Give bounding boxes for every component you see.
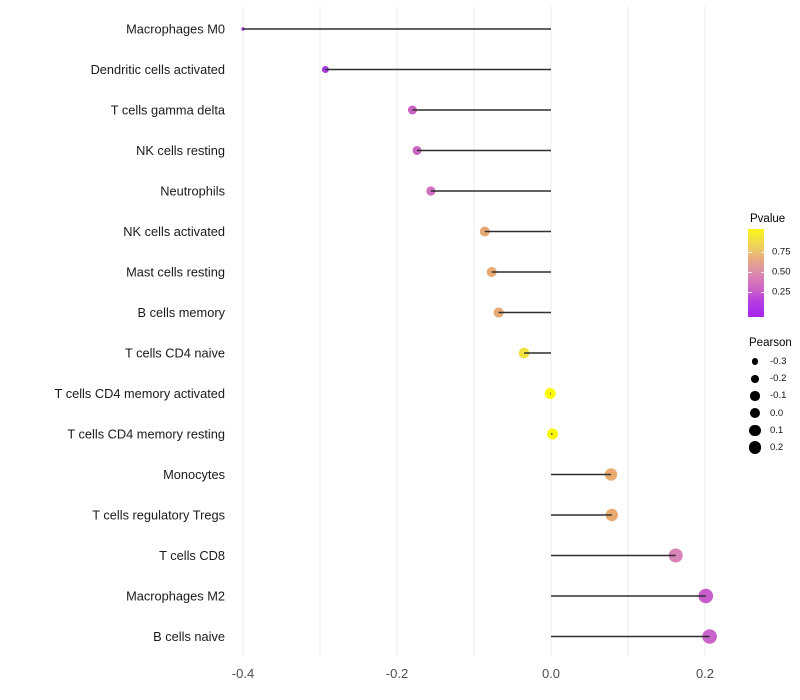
pvalue-colorbar-tick <box>760 251 764 254</box>
pearson-legend-label: -0.1 <box>770 390 787 402</box>
pearson-legend-dot <box>749 424 761 437</box>
legend-pvalue: Pvalue 0.75 0.50 0.25 <box>745 213 800 317</box>
y-axis-label: T cells gamma delta <box>111 103 226 118</box>
pvalue-tick-label: 0.25 <box>772 286 791 298</box>
x-axis-tick-label: 0.2 <box>696 666 714 681</box>
y-axis-label: NK cells activated <box>123 224 225 239</box>
y-axis-label: Dendritic cells activated <box>91 62 225 77</box>
pearson-legend-dot <box>749 407 761 419</box>
pearson-legend-label: -0.2 <box>770 373 787 385</box>
pearson-legend-items: -0.3 -0.2 -0.1 0.0 0.1 0.2 <box>745 353 792 456</box>
pearson-legend-label: -0.3 <box>770 356 787 368</box>
y-axis-label: T cells CD4 memory resting <box>67 427 225 442</box>
pvalue-colorbar-tick <box>748 272 752 274</box>
y-axis-label: T cells CD4 memory activated <box>55 386 225 401</box>
pearson-legend-dot <box>751 358 759 365</box>
pearson-legend-item: -0.1 <box>745 387 792 404</box>
y-axis-label: Macrophages M2 <box>126 589 225 604</box>
x-axis-tick-label: -0.2 <box>386 666 408 681</box>
pvalue-tick-label: 0.50 <box>772 266 791 278</box>
pvalue-tick-label: 0.75 <box>772 246 791 258</box>
pearson-legend-item: -0.3 <box>745 353 792 370</box>
pvalue-colorbar-tick <box>760 272 764 274</box>
pearson-legend-label: 0.2 <box>770 442 784 454</box>
y-axis-label: B cells memory <box>138 305 226 320</box>
y-axis-label: Macrophages M0 <box>126 22 225 37</box>
legend-pearson: Pearson -0.3 -0.2 -0.1 0.0 0.1 0.2 <box>745 337 792 456</box>
pearson-legend-label: 0.1 <box>770 424 784 436</box>
y-axis-label: Monocytes <box>163 467 225 482</box>
pvalue-colorbar-tick <box>748 292 752 294</box>
pearson-legend-dot <box>750 391 760 401</box>
pearson-legend-item: 0.0 <box>745 405 792 422</box>
y-axis-label: B cells naive <box>153 629 225 644</box>
pearson-legend-dot <box>751 374 759 383</box>
pvalue-colorbar-tick <box>748 251 752 254</box>
y-axis-label: Neutrophils <box>160 184 225 199</box>
legend-pearson-title: Pearson <box>749 337 792 349</box>
pearson-legend-label: 0.0 <box>770 407 784 419</box>
x-axis-tick-label: 0.0 <box>542 666 560 681</box>
pvalue-colorbar-row: 0.75 0.50 0.25 <box>745 229 800 317</box>
y-axis-label: T cells CD8 <box>159 548 225 563</box>
pearson-legend-item: -0.2 <box>745 370 792 387</box>
pearson-legend-item: 0.2 <box>745 439 792 456</box>
y-axis-label: NK cells resting <box>136 143 225 158</box>
pvalue-colorbar <box>748 229 764 317</box>
legend-pvalue-title: Pvalue <box>750 213 786 225</box>
pearson-legend-dot <box>748 441 762 454</box>
pearson-legend-item: 0.1 <box>745 422 792 439</box>
y-axis-label: T cells CD4 naive <box>125 346 225 361</box>
y-axis-label: Mast cells resting <box>126 265 225 280</box>
y-axis-label: T cells regulatory Tregs <box>92 508 225 523</box>
pvalue-colorbar-tick <box>760 292 764 294</box>
x-axis-tick-label: -0.4 <box>232 666 254 681</box>
